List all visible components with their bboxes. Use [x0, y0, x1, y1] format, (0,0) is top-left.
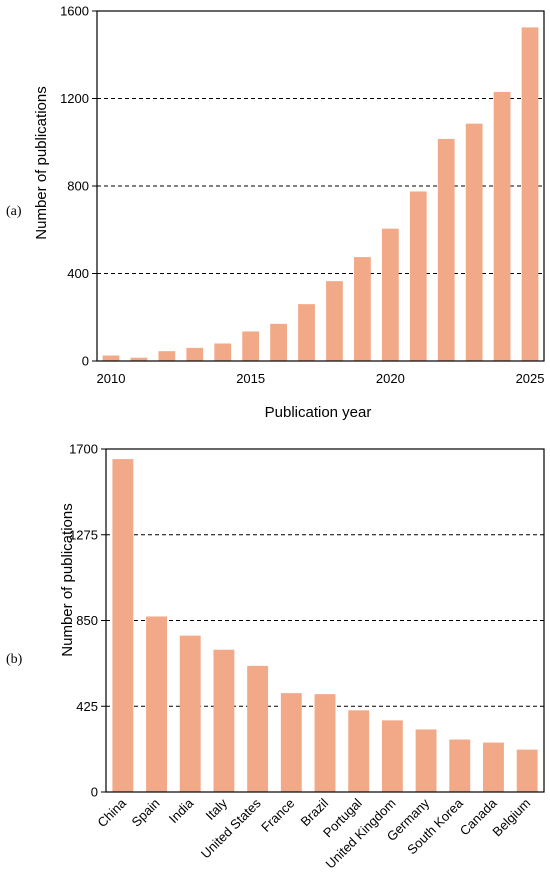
chart-b-y-tick-label: 850 — [76, 613, 98, 628]
chart-a-bar — [326, 281, 343, 361]
chart-b-y-tick-label: 0 — [91, 785, 98, 800]
chart-b-category-label: United States — [198, 795, 264, 861]
chart-b-y-tick-label: 425 — [76, 699, 98, 714]
chart-a: (a) Number of publications Publication y… — [6, 4, 545, 421]
chart-a-y-tick-label: 1600 — [60, 4, 89, 19]
chart-a-y-tick-label: 800 — [67, 179, 89, 194]
chart-a-bar — [437, 138, 455, 361]
panel-a-label: (a) — [6, 204, 22, 219]
chart-b-bar — [516, 749, 538, 792]
chart-a-y-tick-label: 0 — [82, 354, 89, 369]
chart-b-bar — [381, 720, 403, 792]
chart-a-x-tick-label: 2020 — [376, 371, 405, 386]
chart-b-bar — [415, 729, 437, 792]
chart-a-y-tick-label: 1200 — [60, 91, 89, 106]
chart-a-x-tick-label: 2015 — [236, 371, 265, 386]
chart-a-x-tick-label: 2025 — [516, 371, 545, 386]
chart-a-x-axis-label: Publication year — [265, 404, 372, 421]
chart-b-bar — [449, 739, 471, 792]
chart-b-bar — [280, 693, 302, 792]
chart-a-bar — [214, 343, 232, 361]
chart-b-bar — [483, 742, 504, 792]
chart-a-bar — [102, 355, 120, 361]
chart-b-category-label: Spain — [129, 796, 163, 830]
chart-b-bar — [213, 649, 235, 792]
chart-b: (b) Number of publications 0 425 850 1275 17… — [6, 442, 545, 872]
chart-a-bar — [242, 331, 260, 361]
chart-b-bar — [146, 616, 167, 792]
panel-b-label: (b) — [6, 652, 23, 667]
chart-b-category-label: India — [166, 795, 197, 826]
chart-b-y-axis-label: Number of publications — [59, 503, 76, 656]
chart-b-category-label: Belgium — [489, 796, 533, 840]
chart-a-bar — [381, 228, 399, 361]
chart-b-bar — [314, 694, 336, 792]
chart-a-bar — [130, 357, 148, 361]
chart-a-bar — [521, 27, 539, 361]
chart-b-y-tick-label: 1700 — [69, 442, 98, 457]
chart-b-category-label: France — [258, 796, 297, 835]
chart-a-bar — [493, 91, 511, 361]
chart-b-category-label: Italy — [203, 795, 231, 823]
chart-a-x-tick-label: 2010 — [97, 371, 126, 386]
chart-a-bar — [409, 191, 427, 361]
chart-a-bar — [354, 257, 371, 361]
chart-a-bar — [158, 351, 176, 361]
chart-a-bar — [298, 304, 315, 361]
chart-b-category-label: China — [94, 795, 129, 830]
chart-b-bar — [112, 459, 134, 792]
chart-a-y-axis-label: Number of publications — [33, 86, 50, 239]
chart-a-bar — [186, 347, 204, 361]
chart-a-bar — [465, 123, 483, 361]
chart-b-bar — [179, 635, 201, 792]
chart-a-y-tick-label: 400 — [67, 266, 89, 281]
chart-b-bar — [348, 710, 370, 792]
chart-a-bar — [270, 323, 287, 361]
chart-b-bar — [247, 665, 269, 792]
chart-b-y-tick-label: 1275 — [69, 527, 98, 542]
